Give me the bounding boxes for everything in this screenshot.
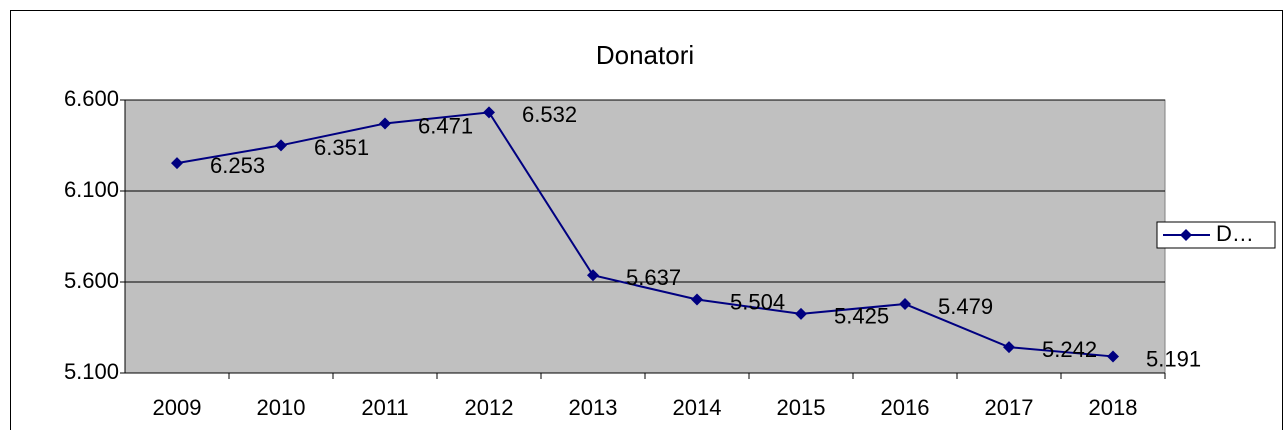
data-label: 5.242 [1042, 337, 1097, 362]
marker [795, 307, 807, 320]
data-label: 6.471 [418, 113, 473, 138]
chart-title: Donatori [596, 40, 694, 70]
data-label: 6.532 [522, 102, 577, 127]
x-tick-label: 2013 [569, 395, 618, 420]
marker [171, 157, 183, 170]
y-tick-label: 6.600 [64, 86, 119, 111]
marker [379, 117, 391, 130]
legend-label: D… [1216, 221, 1254, 246]
x-tick-label: 2018 [1089, 395, 1138, 420]
x-tick-label: 2010 [257, 395, 306, 420]
x-tick-label: 2017 [985, 395, 1034, 420]
y-tick-label: 5.600 [64, 268, 119, 293]
data-label: 6.351 [314, 135, 369, 160]
marker [587, 269, 599, 282]
x-tick-label: 2009 [153, 395, 202, 420]
data-label: 6.253 [210, 153, 265, 178]
x-tick-label: 2016 [881, 395, 930, 420]
marker [1003, 341, 1015, 354]
line [176, 111, 1114, 358]
plot-area [124, 99, 1166, 374]
y-tick-label: 5.100 [64, 359, 119, 384]
x-tick-label: 2011 [361, 395, 408, 420]
marker [899, 298, 911, 311]
x-tick-label: 2014 [673, 395, 722, 420]
data-label: 5.504 [730, 289, 785, 314]
marker [691, 293, 703, 306]
x-tick-label: 2012 [465, 395, 514, 420]
data-label: 5.479 [938, 294, 993, 319]
marker [1107, 350, 1119, 363]
x-tick-label: 2015 [777, 395, 826, 420]
data-label: 5.637 [626, 265, 681, 290]
marker [275, 139, 287, 152]
data-label: 5.191 [1146, 346, 1201, 371]
y-tick-label: 6.100 [64, 177, 119, 202]
legend-marker [1180, 229, 1192, 241]
data-label: 5.425 [834, 304, 889, 329]
marker [483, 106, 495, 119]
